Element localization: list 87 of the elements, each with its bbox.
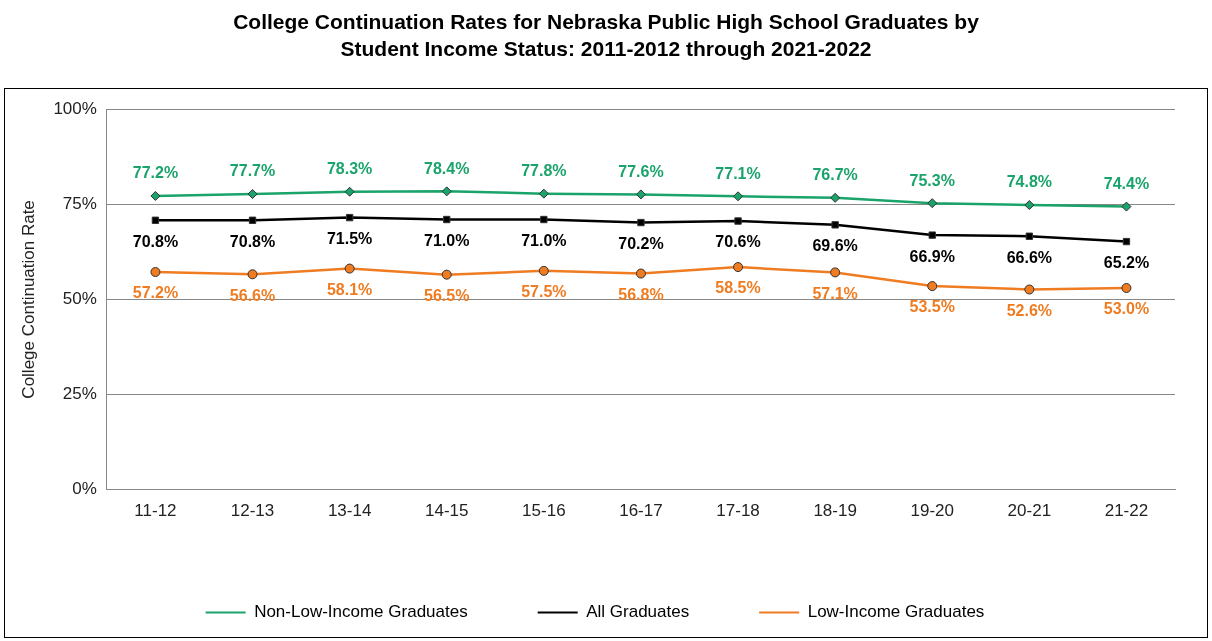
- data-label: 70.8%: [229, 232, 276, 250]
- point: [538, 265, 549, 276]
- point: [540, 215, 548, 224]
- data-label: 77.6%: [618, 162, 664, 180]
- data-label: 76.7%: [812, 166, 858, 184]
- x-tick-label: 14-15: [424, 501, 469, 521]
- legend-label: Non-Low-Income Graduates: [254, 602, 468, 622]
- point: [733, 191, 744, 202]
- legend-label: All Graduates: [586, 602, 690, 622]
- point: [928, 231, 936, 239]
- point: [150, 190, 161, 201]
- point: [1121, 201, 1132, 212]
- data-label: 77.8%: [521, 162, 567, 180]
- data-label: 77.2%: [132, 164, 179, 182]
- point: [344, 263, 355, 274]
- data-label: 70.2%: [618, 234, 664, 252]
- point: [151, 216, 160, 224]
- point: [733, 262, 744, 273]
- y-tick-label: 50%: [62, 289, 97, 309]
- point: [831, 221, 839, 229]
- point: [441, 269, 452, 280]
- data-label: 53.5%: [909, 298, 955, 316]
- point: [1122, 237, 1131, 246]
- y-tick-label: 0%: [72, 479, 97, 499]
- point: [927, 198, 938, 209]
- point: [637, 218, 645, 227]
- data-label: 56.8%: [618, 285, 664, 303]
- y-tick-label: 25%: [62, 384, 97, 404]
- data-label: 65.2%: [1103, 253, 1150, 271]
- data-label: 75.3%: [909, 171, 955, 189]
- point: [247, 189, 258, 200]
- point: [248, 216, 257, 224]
- point: [1025, 232, 1034, 240]
- data-label: 74.8%: [1006, 173, 1053, 191]
- data-label: 71.5%: [326, 230, 373, 248]
- data-label: 71.0%: [521, 231, 567, 249]
- data-label: 69.6%: [812, 237, 858, 255]
- x-tick-label: 16-17: [619, 501, 663, 521]
- data-label: 66.6%: [1006, 248, 1053, 266]
- legend-label: Low-Income Graduates: [807, 602, 985, 622]
- data-label: 71.0%: [424, 231, 470, 249]
- data-label: 53.0%: [1103, 300, 1150, 318]
- data-label: 58.5%: [715, 279, 761, 297]
- point: [538, 188, 549, 199]
- data-label: 57.1%: [812, 284, 858, 302]
- data-label: 78.3%: [326, 160, 373, 178]
- point: [344, 186, 355, 197]
- point: [635, 268, 646, 279]
- x-tick-label: 17-18: [716, 501, 760, 521]
- data-label: 66.9%: [909, 247, 955, 265]
- point: [830, 267, 841, 278]
- data-label: 57.5%: [521, 283, 567, 301]
- data-label: 56.5%: [424, 287, 470, 305]
- x-tick-label: 12-13: [230, 501, 275, 521]
- data-label: 56.6%: [229, 286, 276, 304]
- data-label: 74.4%: [1103, 174, 1150, 192]
- point: [635, 189, 646, 200]
- x-tick-label: 13-14: [327, 501, 372, 521]
- data-label: 52.6%: [1006, 301, 1053, 319]
- x-tick-label: 18-19: [813, 501, 857, 521]
- x-tick-label: 15-16: [522, 501, 566, 521]
- data-label: 78.4%: [424, 159, 470, 177]
- x-tick-label: 19-20: [910, 501, 954, 521]
- y-tick-label: 75%: [62, 193, 97, 213]
- data-label: 58.1%: [326, 280, 373, 298]
- point: [443, 215, 451, 224]
- point: [1024, 284, 1035, 295]
- point: [734, 217, 742, 225]
- point: [1121, 282, 1132, 293]
- point: [345, 213, 354, 222]
- y-axis-title: College Continuation Rate: [18, 200, 38, 399]
- point: [247, 269, 258, 280]
- x-tick-label: 11-12: [134, 501, 177, 521]
- data-label: 70.6%: [715, 233, 761, 251]
- x-tick-label: 21-22: [1104, 501, 1149, 521]
- data-label: 77.1%: [715, 164, 761, 182]
- data-label: 57.2%: [132, 284, 179, 302]
- point: [1024, 200, 1035, 211]
- point: [150, 267, 161, 278]
- chart-title: College Continuation Rates for Nebraska Public High School Graduates by Student Income Status: 2011-2012 through 2021-2022: [232, 9, 980, 62]
- data-label: 77.7%: [229, 162, 276, 180]
- y-tick-label: 100%: [53, 98, 97, 118]
- data-label: 70.8%: [132, 232, 179, 250]
- x-tick-label: 20-21: [1007, 501, 1052, 521]
- point: [927, 281, 938, 292]
- point: [830, 192, 841, 203]
- point: [441, 186, 452, 197]
